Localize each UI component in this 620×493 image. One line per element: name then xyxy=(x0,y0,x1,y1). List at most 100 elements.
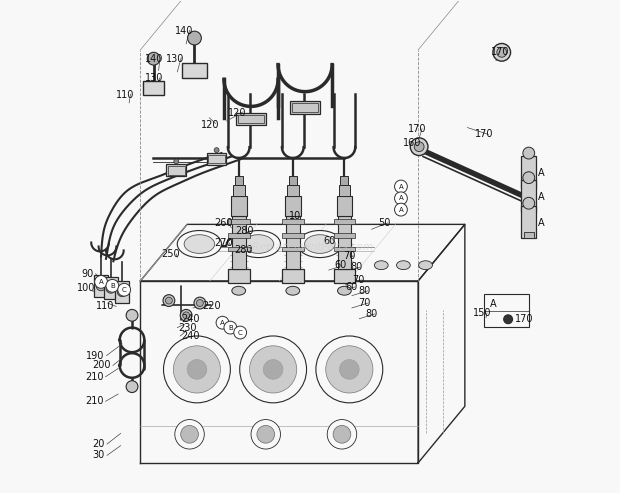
Text: 280: 280 xyxy=(235,226,254,236)
Ellipse shape xyxy=(304,235,335,253)
Text: 170: 170 xyxy=(515,314,533,324)
Bar xyxy=(524,206,534,212)
Circle shape xyxy=(174,346,221,393)
Bar xyxy=(521,206,536,238)
Circle shape xyxy=(106,280,119,292)
Circle shape xyxy=(166,297,172,304)
Text: 240: 240 xyxy=(181,314,200,324)
Bar xyxy=(334,269,355,283)
Text: 250: 250 xyxy=(162,249,180,259)
Bar xyxy=(236,113,266,125)
Ellipse shape xyxy=(184,235,215,253)
Circle shape xyxy=(523,197,534,209)
Text: 200: 200 xyxy=(93,360,111,370)
Text: 210: 210 xyxy=(86,396,104,406)
Circle shape xyxy=(148,52,160,65)
Ellipse shape xyxy=(236,231,280,257)
Bar xyxy=(166,164,186,176)
Text: 120: 120 xyxy=(228,108,247,118)
Ellipse shape xyxy=(286,286,299,295)
Bar xyxy=(143,81,164,95)
Text: 60: 60 xyxy=(324,236,336,246)
Bar xyxy=(286,215,299,269)
Text: 150: 150 xyxy=(473,308,492,318)
Circle shape xyxy=(394,192,407,205)
Ellipse shape xyxy=(232,286,246,295)
Bar xyxy=(521,156,536,187)
Circle shape xyxy=(180,310,192,321)
Bar xyxy=(228,233,249,238)
Bar xyxy=(521,180,536,212)
Bar xyxy=(524,232,534,238)
Circle shape xyxy=(163,295,175,307)
Circle shape xyxy=(410,138,428,156)
Text: 60: 60 xyxy=(335,260,347,270)
Bar xyxy=(232,215,246,269)
Circle shape xyxy=(174,159,179,164)
Text: A: A xyxy=(538,218,544,228)
Text: 140: 140 xyxy=(175,26,193,36)
Text: 160: 160 xyxy=(404,138,422,148)
Bar xyxy=(287,185,299,196)
Bar xyxy=(340,176,348,185)
Text: 220: 220 xyxy=(202,302,221,312)
Bar xyxy=(235,176,242,185)
Bar xyxy=(339,185,350,196)
Bar xyxy=(282,246,304,251)
Bar xyxy=(206,153,226,165)
Circle shape xyxy=(106,283,116,293)
Ellipse shape xyxy=(177,231,221,257)
Circle shape xyxy=(216,317,229,329)
Circle shape xyxy=(251,420,280,449)
Text: A: A xyxy=(489,299,496,309)
Bar xyxy=(168,166,185,175)
Text: 170: 170 xyxy=(491,47,510,57)
Text: 30: 30 xyxy=(93,451,105,460)
Bar xyxy=(289,176,297,185)
Text: 80: 80 xyxy=(365,309,378,319)
Bar xyxy=(334,219,355,224)
Bar xyxy=(182,63,206,78)
Bar xyxy=(228,219,249,224)
Text: 70: 70 xyxy=(358,298,371,308)
Bar xyxy=(282,219,304,224)
Text: A: A xyxy=(538,192,544,202)
Ellipse shape xyxy=(418,261,432,270)
Bar xyxy=(285,196,301,215)
Text: 170: 170 xyxy=(475,130,493,140)
Text: 60: 60 xyxy=(345,282,358,292)
Text: 80: 80 xyxy=(350,262,363,272)
Text: 110: 110 xyxy=(96,302,115,312)
Circle shape xyxy=(175,420,205,449)
Text: C: C xyxy=(122,287,126,293)
Bar xyxy=(282,269,304,283)
Circle shape xyxy=(96,281,106,291)
Circle shape xyxy=(333,425,351,443)
Bar xyxy=(292,104,318,112)
Circle shape xyxy=(503,315,513,324)
Circle shape xyxy=(340,359,359,379)
Text: 140: 140 xyxy=(145,54,164,64)
Text: 70: 70 xyxy=(352,275,364,285)
Circle shape xyxy=(187,359,206,379)
Circle shape xyxy=(183,312,190,319)
Ellipse shape xyxy=(243,235,273,253)
Circle shape xyxy=(126,310,138,321)
Text: B: B xyxy=(110,283,115,289)
Bar xyxy=(334,246,355,251)
Circle shape xyxy=(394,180,407,193)
Text: 190: 190 xyxy=(86,351,105,361)
Text: 10: 10 xyxy=(290,211,301,221)
Circle shape xyxy=(214,148,219,153)
Text: 270: 270 xyxy=(214,238,232,247)
Bar xyxy=(94,275,108,297)
Bar xyxy=(238,115,264,123)
Circle shape xyxy=(257,425,275,443)
Bar xyxy=(337,215,352,269)
Text: 20: 20 xyxy=(93,439,105,449)
Circle shape xyxy=(95,276,107,288)
Bar xyxy=(337,196,352,215)
Text: 110: 110 xyxy=(116,90,134,100)
Bar xyxy=(231,196,247,215)
Text: 120: 120 xyxy=(201,120,219,130)
